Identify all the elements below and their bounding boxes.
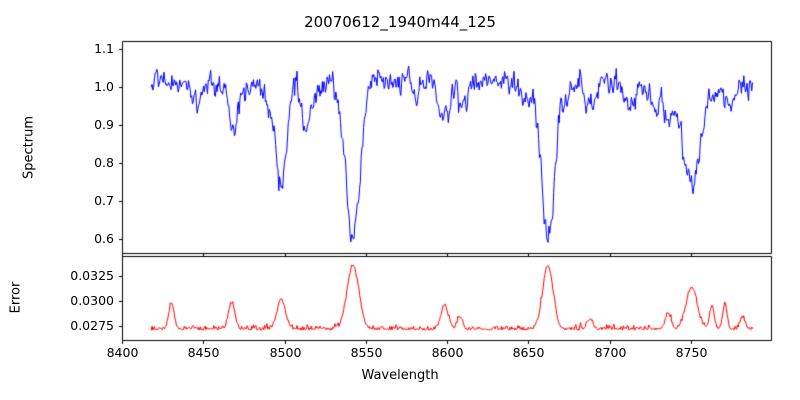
- spectrum-plot-canvas: [0, 0, 800, 400]
- matplotlib-figure: 20070612_1940m44_125 Spectrum Error Wave…: [0, 0, 800, 400]
